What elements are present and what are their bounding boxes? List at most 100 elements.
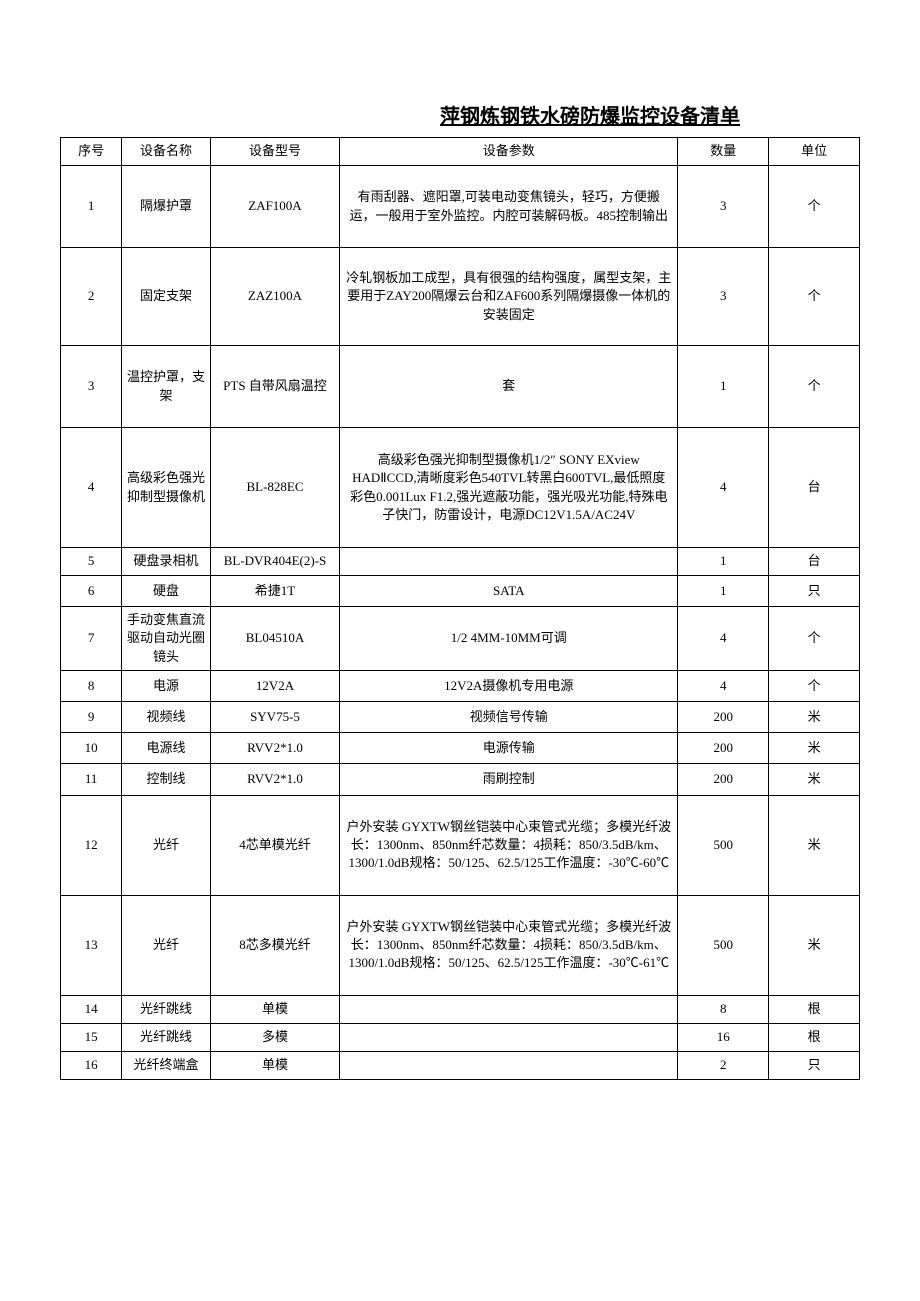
cell-seq: 5	[61, 548, 122, 576]
cell-seq: 9	[61, 701, 122, 732]
cell-seq: 6	[61, 576, 122, 607]
cell-param	[340, 995, 678, 1023]
cell-name: 高级彩色强光抑制型摄像机	[122, 428, 211, 548]
cell-unit: 米	[769, 795, 860, 895]
cell-model: 单模	[210, 995, 339, 1023]
cell-unit: 个	[769, 248, 860, 346]
cell-qty: 4	[678, 428, 769, 548]
cell-name: 电源线	[122, 733, 211, 764]
cell-model: PTS 自带风扇温控	[210, 346, 339, 428]
cell-param: 套	[340, 346, 678, 428]
cell-seq: 10	[61, 733, 122, 764]
cell-qty: 500	[678, 795, 769, 895]
document-title: 萍钢炼钢铁水磅防爆监控设备清单	[320, 100, 860, 129]
equipment-table: 序号 设备名称 设备型号 设备参数 数量 单位 1 隔爆护罩ZAF100A有雨刮器…	[60, 137, 860, 1080]
cell-seq: 13	[61, 895, 122, 995]
cell-param	[340, 548, 678, 576]
cell-name: 光纤跳线	[122, 995, 211, 1023]
table-row: 12光纤4芯单模光纤户外安装 GYXTW钢丝铠装中心束管式光缆；多模光纤波长：1…	[61, 795, 860, 895]
table-row: 9视频线SYV75-5视频信号传输200米	[61, 701, 860, 732]
cell-model: 8芯多模光纤	[210, 895, 339, 995]
cell-qty: 4	[678, 607, 769, 671]
cell-name: 光纤	[122, 795, 211, 895]
cell-name: 硬盘	[122, 576, 211, 607]
cell-seq: 14	[61, 995, 122, 1023]
cell-param	[340, 1023, 678, 1051]
col-header-param: 设备参数	[340, 138, 678, 166]
cell-unit: 个	[769, 607, 860, 671]
cell-param: 户外安装 GYXTW钢丝铠装中心束管式光缆；多模光纤波长：1300nm、850n…	[340, 895, 678, 995]
cell-qty: 16	[678, 1023, 769, 1051]
table-row: 5硬盘录相机BL-DVR404E(2)-S 1台	[61, 548, 860, 576]
table-row: 10电源线RVV2*1.0电源传输200米	[61, 733, 860, 764]
cell-unit: 米	[769, 764, 860, 795]
table-row: 1隔爆护罩ZAF100A有雨刮器、遮阳罩,可装电动变焦镜头，轻巧，方便搬运，一般…	[61, 166, 860, 248]
table-row: 13光纤8芯多模光纤户外安装 GYXTW钢丝铠装中心束管式光缆；多模光纤波长：1…	[61, 895, 860, 995]
cell-unit: 台	[769, 548, 860, 576]
cell-qty: 1	[678, 346, 769, 428]
cell-param: 有雨刮器、遮阳罩,可装电动变焦镜头，轻巧，方便搬运，一般用于室外监控。内腔可装解…	[340, 166, 678, 248]
cell-qty: 3	[678, 166, 769, 248]
cell-unit: 个	[769, 166, 860, 248]
cell-seq: 7	[61, 607, 122, 671]
cell-model: 多模	[210, 1023, 339, 1051]
cell-unit: 米	[769, 733, 860, 764]
cell-param: 高级彩色强光抑制型摄像机1/2″ SONY EXview HADⅡCCD,清晰度…	[340, 428, 678, 548]
cell-param: SATA	[340, 576, 678, 607]
cell-qty: 500	[678, 895, 769, 995]
cell-seq: 15	[61, 1023, 122, 1051]
cell-qty: 1	[678, 548, 769, 576]
cell-model: 单模	[210, 1051, 339, 1079]
cell-param: 视频信号传输	[340, 701, 678, 732]
cell-unit: 米	[769, 895, 860, 995]
cell-param	[340, 1051, 678, 1079]
table-row: 14光纤跳线单模 8根	[61, 995, 860, 1023]
cell-unit: 只	[769, 576, 860, 607]
cell-name: 光纤跳线	[122, 1023, 211, 1051]
cell-seq: 12	[61, 795, 122, 895]
table-header-row: 序号 设备名称 设备型号 设备参数 数量 单位	[61, 138, 860, 166]
cell-seq: 8	[61, 670, 122, 701]
cell-param: 电源传输	[340, 733, 678, 764]
cell-qty: 8	[678, 995, 769, 1023]
cell-qty: 200	[678, 701, 769, 732]
cell-name: 隔爆护罩	[122, 166, 211, 248]
cell-unit: 个	[769, 346, 860, 428]
cell-seq: 11	[61, 764, 122, 795]
cell-qty: 4	[678, 670, 769, 701]
cell-param: 雨刷控制	[340, 764, 678, 795]
cell-model: ZAF100A	[210, 166, 339, 248]
table-row: 11控制线RVV2*1.0雨刷控制200米	[61, 764, 860, 795]
cell-model: 4芯单模光纤	[210, 795, 339, 895]
cell-model: RVV2*1.0	[210, 733, 339, 764]
cell-seq: 2	[61, 248, 122, 346]
cell-qty: 3	[678, 248, 769, 346]
cell-model: BL-DVR404E(2)-S	[210, 548, 339, 576]
cell-param: 户外安装 GYXTW钢丝铠装中心束管式光缆；多模光纤波长：1300nm、850n…	[340, 795, 678, 895]
col-header-qty: 数量	[678, 138, 769, 166]
col-header-model: 设备型号	[210, 138, 339, 166]
cell-name: 电源	[122, 670, 211, 701]
cell-qty: 1	[678, 576, 769, 607]
cell-qty: 200	[678, 764, 769, 795]
col-header-seq: 序号	[61, 138, 122, 166]
cell-name: 硬盘录相机	[122, 548, 211, 576]
table-row: 7手动变焦直流驱动自动光圈镜头BL04510A1/2 4MM-10MM可调4个	[61, 607, 860, 671]
table-row: 16光纤终端盒单模2只	[61, 1051, 860, 1079]
cell-model: SYV75-5	[210, 701, 339, 732]
table-row: 3温控护罩，支架PTS 自带风扇温控套1个	[61, 346, 860, 428]
cell-model: BL04510A	[210, 607, 339, 671]
cell-param: 冷轧钢板加工成型，具有很强的结构强度，属型支架，主要用于ZAY200隔爆云台和Z…	[340, 248, 678, 346]
cell-unit: 根	[769, 995, 860, 1023]
table-row: 6硬盘希捷1TSATA1只	[61, 576, 860, 607]
table-body: 1 隔爆护罩ZAF100A有雨刮器、遮阳罩,可装电动变焦镜头，轻巧，方便搬运，一般…	[61, 166, 860, 1080]
cell-param: 12V2A摄像机专用电源	[340, 670, 678, 701]
cell-qty: 200	[678, 733, 769, 764]
cell-name: 控制线	[122, 764, 211, 795]
cell-name: 光纤终端盒	[122, 1051, 211, 1079]
cell-model: 12V2A	[210, 670, 339, 701]
cell-unit: 根	[769, 1023, 860, 1051]
cell-seq: 4	[61, 428, 122, 548]
cell-model: RVV2*1.0	[210, 764, 339, 795]
cell-name: 光纤	[122, 895, 211, 995]
